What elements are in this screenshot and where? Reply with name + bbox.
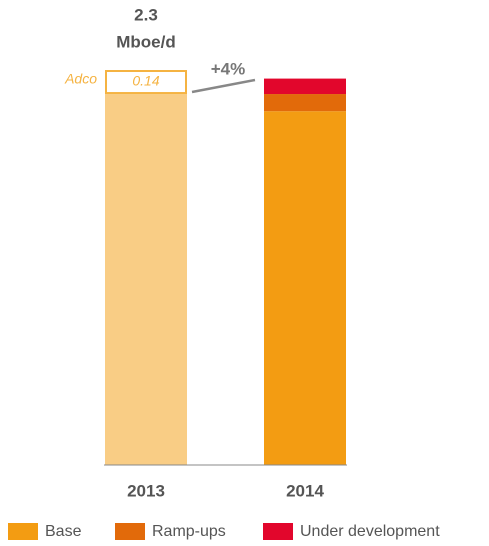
bar-segment	[105, 94, 187, 465]
adco-label: Adco	[64, 71, 97, 87]
legend-swatch	[263, 523, 293, 540]
legend-swatch	[8, 523, 38, 540]
adco-segment	[105, 70, 187, 95]
change-label: +4%	[211, 59, 246, 78]
x-tick-label: 2014	[286, 481, 324, 500]
bar-segment	[264, 111, 346, 465]
x-tick-label: 2013	[127, 481, 165, 500]
legend-label: Base	[45, 523, 82, 540]
legend-label: Under development	[300, 523, 440, 540]
legend-label: Ramp-ups	[152, 523, 226, 540]
adco-value-label: 0.14	[132, 73, 159, 89]
change-line	[191, 78, 256, 94]
legend-swatch	[115, 523, 145, 540]
unit-label: Mboe/d	[116, 32, 176, 51]
bar-segment	[264, 94, 346, 112]
total-label: 2.3	[134, 5, 158, 24]
bar-segment	[264, 78, 346, 95]
